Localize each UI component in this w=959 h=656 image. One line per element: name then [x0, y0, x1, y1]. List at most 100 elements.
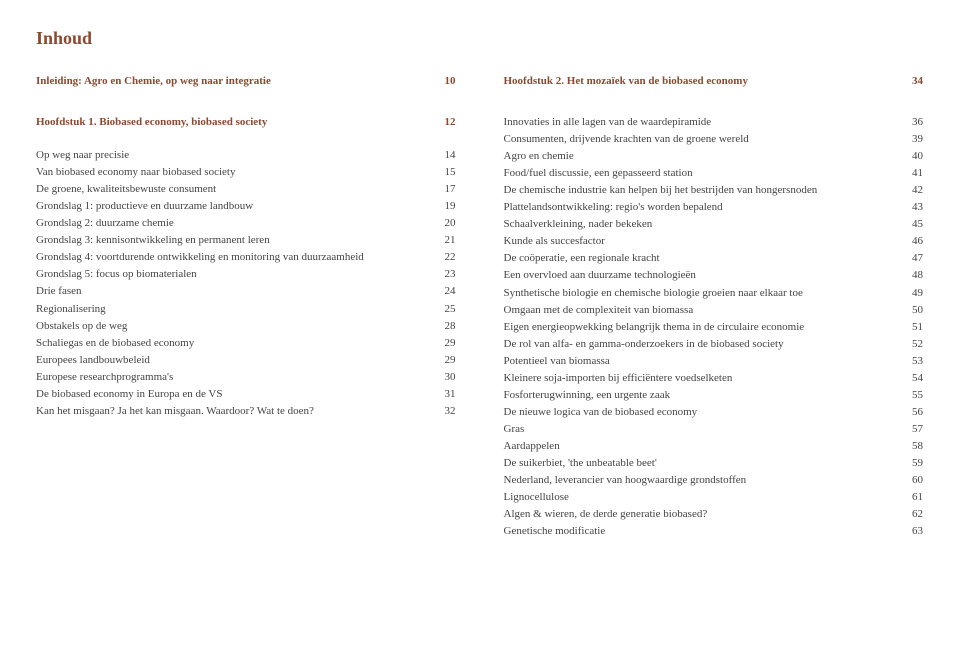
toc-item-page: 31	[436, 386, 456, 403]
toc-item-page: 55	[903, 387, 923, 404]
toc-item-row: Nederland, leverancier van hoogwaardige …	[504, 472, 924, 489]
toc-item-page: 52	[903, 336, 923, 353]
toc-item-label: Een overvloed aan duurzame technologieën	[504, 267, 904, 284]
toc-chapter-2-page: 34	[903, 73, 923, 90]
toc-item-row: Grondslag 4: voortdurende ontwikkeling e…	[36, 249, 456, 266]
toc-item-label: Kan het misgaan? Ja het kan misgaan. Waa…	[36, 403, 436, 420]
toc-item-label: Aardappelen	[504, 438, 904, 455]
toc-intro-page: 10	[436, 73, 456, 90]
toc-item-page: 58	[903, 438, 923, 455]
toc-item-page: 20	[436, 215, 456, 232]
toc-item-row: De biobased economy in Europa en de VS31	[36, 386, 456, 403]
toc-item-page: 30	[436, 369, 456, 386]
toc-item-page: 49	[903, 285, 923, 302]
toc-item-page: 41	[903, 165, 923, 182]
toc-item-label: Potentieel van biomassa	[504, 353, 904, 370]
toc-item-label: Obstakels op de weg	[36, 318, 436, 335]
toc-item-row: Gras57	[504, 421, 924, 438]
toc-item-label: Van biobased economy naar biobased socie…	[36, 164, 436, 181]
toc-item-page: 29	[436, 352, 456, 369]
toc-item-page: 15	[436, 164, 456, 181]
toc-item-label: Plattelandsontwikkeling: regio's worden …	[504, 199, 904, 216]
toc-item-label: Nederland, leverancier van hoogwaardige …	[504, 472, 904, 489]
toc-item-row: Grondslag 1: productieve en duurzame lan…	[36, 198, 456, 215]
toc-item-page: 57	[903, 421, 923, 438]
toc-intro-label: Inleiding: Agro en Chemie, op weg naar i…	[36, 73, 436, 90]
toc-item-label: Innovaties in alle lagen van de waardepi…	[504, 114, 904, 131]
toc-chapter-1-label: Hoofdstuk 1. Biobased economy, biobased …	[36, 114, 436, 131]
toc-item-row: De chemische industrie kan helpen bij he…	[504, 182, 924, 199]
toc-item-row: Potentieel van biomassa53	[504, 353, 924, 370]
toc-item-page: 42	[903, 182, 923, 199]
toc-item-row: De nieuwe logica van de biobased economy…	[504, 404, 924, 421]
toc-item-page: 28	[436, 318, 456, 335]
toc-item-row: Algen & wieren, de derde generatie bioba…	[504, 506, 924, 523]
toc-item-row: Op weg naar precisie14	[36, 147, 456, 164]
toc-item-page: 45	[903, 216, 923, 233]
toc-item-page: 39	[903, 131, 923, 148]
toc-item-row: Obstakels op de weg28	[36, 318, 456, 335]
toc-item-page: 43	[903, 199, 923, 216]
toc-item-page: 21	[436, 232, 456, 249]
toc-chapter-1-row: Hoofdstuk 1. Biobased economy, biobased …	[36, 114, 456, 131]
toc-item-page: 54	[903, 370, 923, 387]
toc-item-label: Omgaan met de complexiteit van biomassa	[504, 302, 904, 319]
toc-item-label: Agro en chemie	[504, 148, 904, 165]
toc-item-row: De coöperatie, een regionale kracht47	[504, 250, 924, 267]
toc-item-row: Kleinere soja-importen bij efficiëntere …	[504, 370, 924, 387]
toc-item-row: Van biobased economy naar biobased socie…	[36, 164, 456, 181]
toc-chapter-2-row: Hoofdstuk 2. Het mozaïek van de biobased…	[504, 73, 924, 90]
toc-item-page: 24	[436, 283, 456, 300]
toc-intro-row: Inleiding: Agro en Chemie, op weg naar i…	[36, 73, 456, 90]
toc-item-label: De groene, kwaliteitsbewuste consument	[36, 181, 436, 198]
toc-item-row: Aardappelen58	[504, 438, 924, 455]
toc-item-row: Europese researchprogramma's30	[36, 369, 456, 386]
toc-item-row: Fosforterugwinning, een urgente zaak55	[504, 387, 924, 404]
toc-chapter-2-label: Hoofdstuk 2. Het mozaïek van de biobased…	[504, 73, 904, 90]
toc-item-page: 56	[903, 404, 923, 421]
toc-item-label: De biobased economy in Europa en de VS	[36, 386, 436, 403]
toc-item-label: Kunde als succesfactor	[504, 233, 904, 250]
toc-item-label: De rol van alfa- en gamma-onderzoekers i…	[504, 336, 904, 353]
toc-item-row: Een overvloed aan duurzame technologieën…	[504, 267, 924, 284]
page-title: Inhoud	[36, 28, 923, 49]
toc-columns: Inleiding: Agro en Chemie, op weg naar i…	[36, 73, 923, 540]
toc-item-label: Kleinere soja-importen bij efficiëntere …	[504, 370, 904, 387]
toc-item-label: Grondslag 1: productieve en duurzame lan…	[36, 198, 436, 215]
toc-item-label: Algen & wieren, de derde generatie bioba…	[504, 506, 904, 523]
toc-item-page: 61	[903, 489, 923, 506]
toc-item-row: Genetische modificatie63	[504, 523, 924, 540]
toc-item-label: Gras	[504, 421, 904, 438]
toc-item-label: Eigen energieopwekking belangrijk thema …	[504, 319, 904, 336]
toc-item-label: Schaalverkleining, nader bekeken	[504, 216, 904, 233]
toc-item-label: De coöperatie, een regionale kracht	[504, 250, 904, 267]
toc-item-page: 25	[436, 301, 456, 318]
toc-right-column: Hoofdstuk 2. Het mozaïek van de biobased…	[504, 73, 924, 540]
toc-item-row: Plattelandsontwikkeling: regio's worden …	[504, 199, 924, 216]
toc-item-row: Eigen energieopwekking belangrijk thema …	[504, 319, 924, 336]
toc-item-label: Regionalisering	[36, 301, 436, 318]
toc-item-row: Grondslag 5: focus op biomaterialen23	[36, 266, 456, 283]
toc-item-page: 32	[436, 403, 456, 420]
toc-item-row: De rol van alfa- en gamma-onderzoekers i…	[504, 336, 924, 353]
toc-item-label: Grondslag 5: focus op biomaterialen	[36, 266, 436, 283]
toc-item-row: Kunde als succesfactor46	[504, 233, 924, 250]
toc-item-page: 22	[436, 249, 456, 266]
toc-item-row: De groene, kwaliteitsbewuste consument17	[36, 181, 456, 198]
toc-item-page: 14	[436, 147, 456, 164]
toc-item-label: Europese researchprogramma's	[36, 369, 436, 386]
toc-item-label: Schaliegas en de biobased economy	[36, 335, 436, 352]
toc-item-label: Food/fuel discussie, een gepasseerd stat…	[504, 165, 904, 182]
toc-item-row: Drie fasen24	[36, 283, 456, 300]
toc-item-label: De chemische industrie kan helpen bij he…	[504, 182, 904, 199]
toc-item-page: 48	[903, 267, 923, 284]
toc-item-label: Grondslag 3: kennisontwikkeling en perma…	[36, 232, 436, 249]
toc-item-label: Lignocellulose	[504, 489, 904, 506]
toc-item-row: Consumenten, drijvende krachten van de g…	[504, 131, 924, 148]
toc-item-page: 46	[903, 233, 923, 250]
toc-item-label: Europees landbouwbeleid	[36, 352, 436, 369]
toc-item-page: 53	[903, 353, 923, 370]
toc-item-row: Synthetische biologie en chemische biolo…	[504, 285, 924, 302]
toc-item-page: 50	[903, 302, 923, 319]
toc-item-page: 36	[903, 114, 923, 131]
